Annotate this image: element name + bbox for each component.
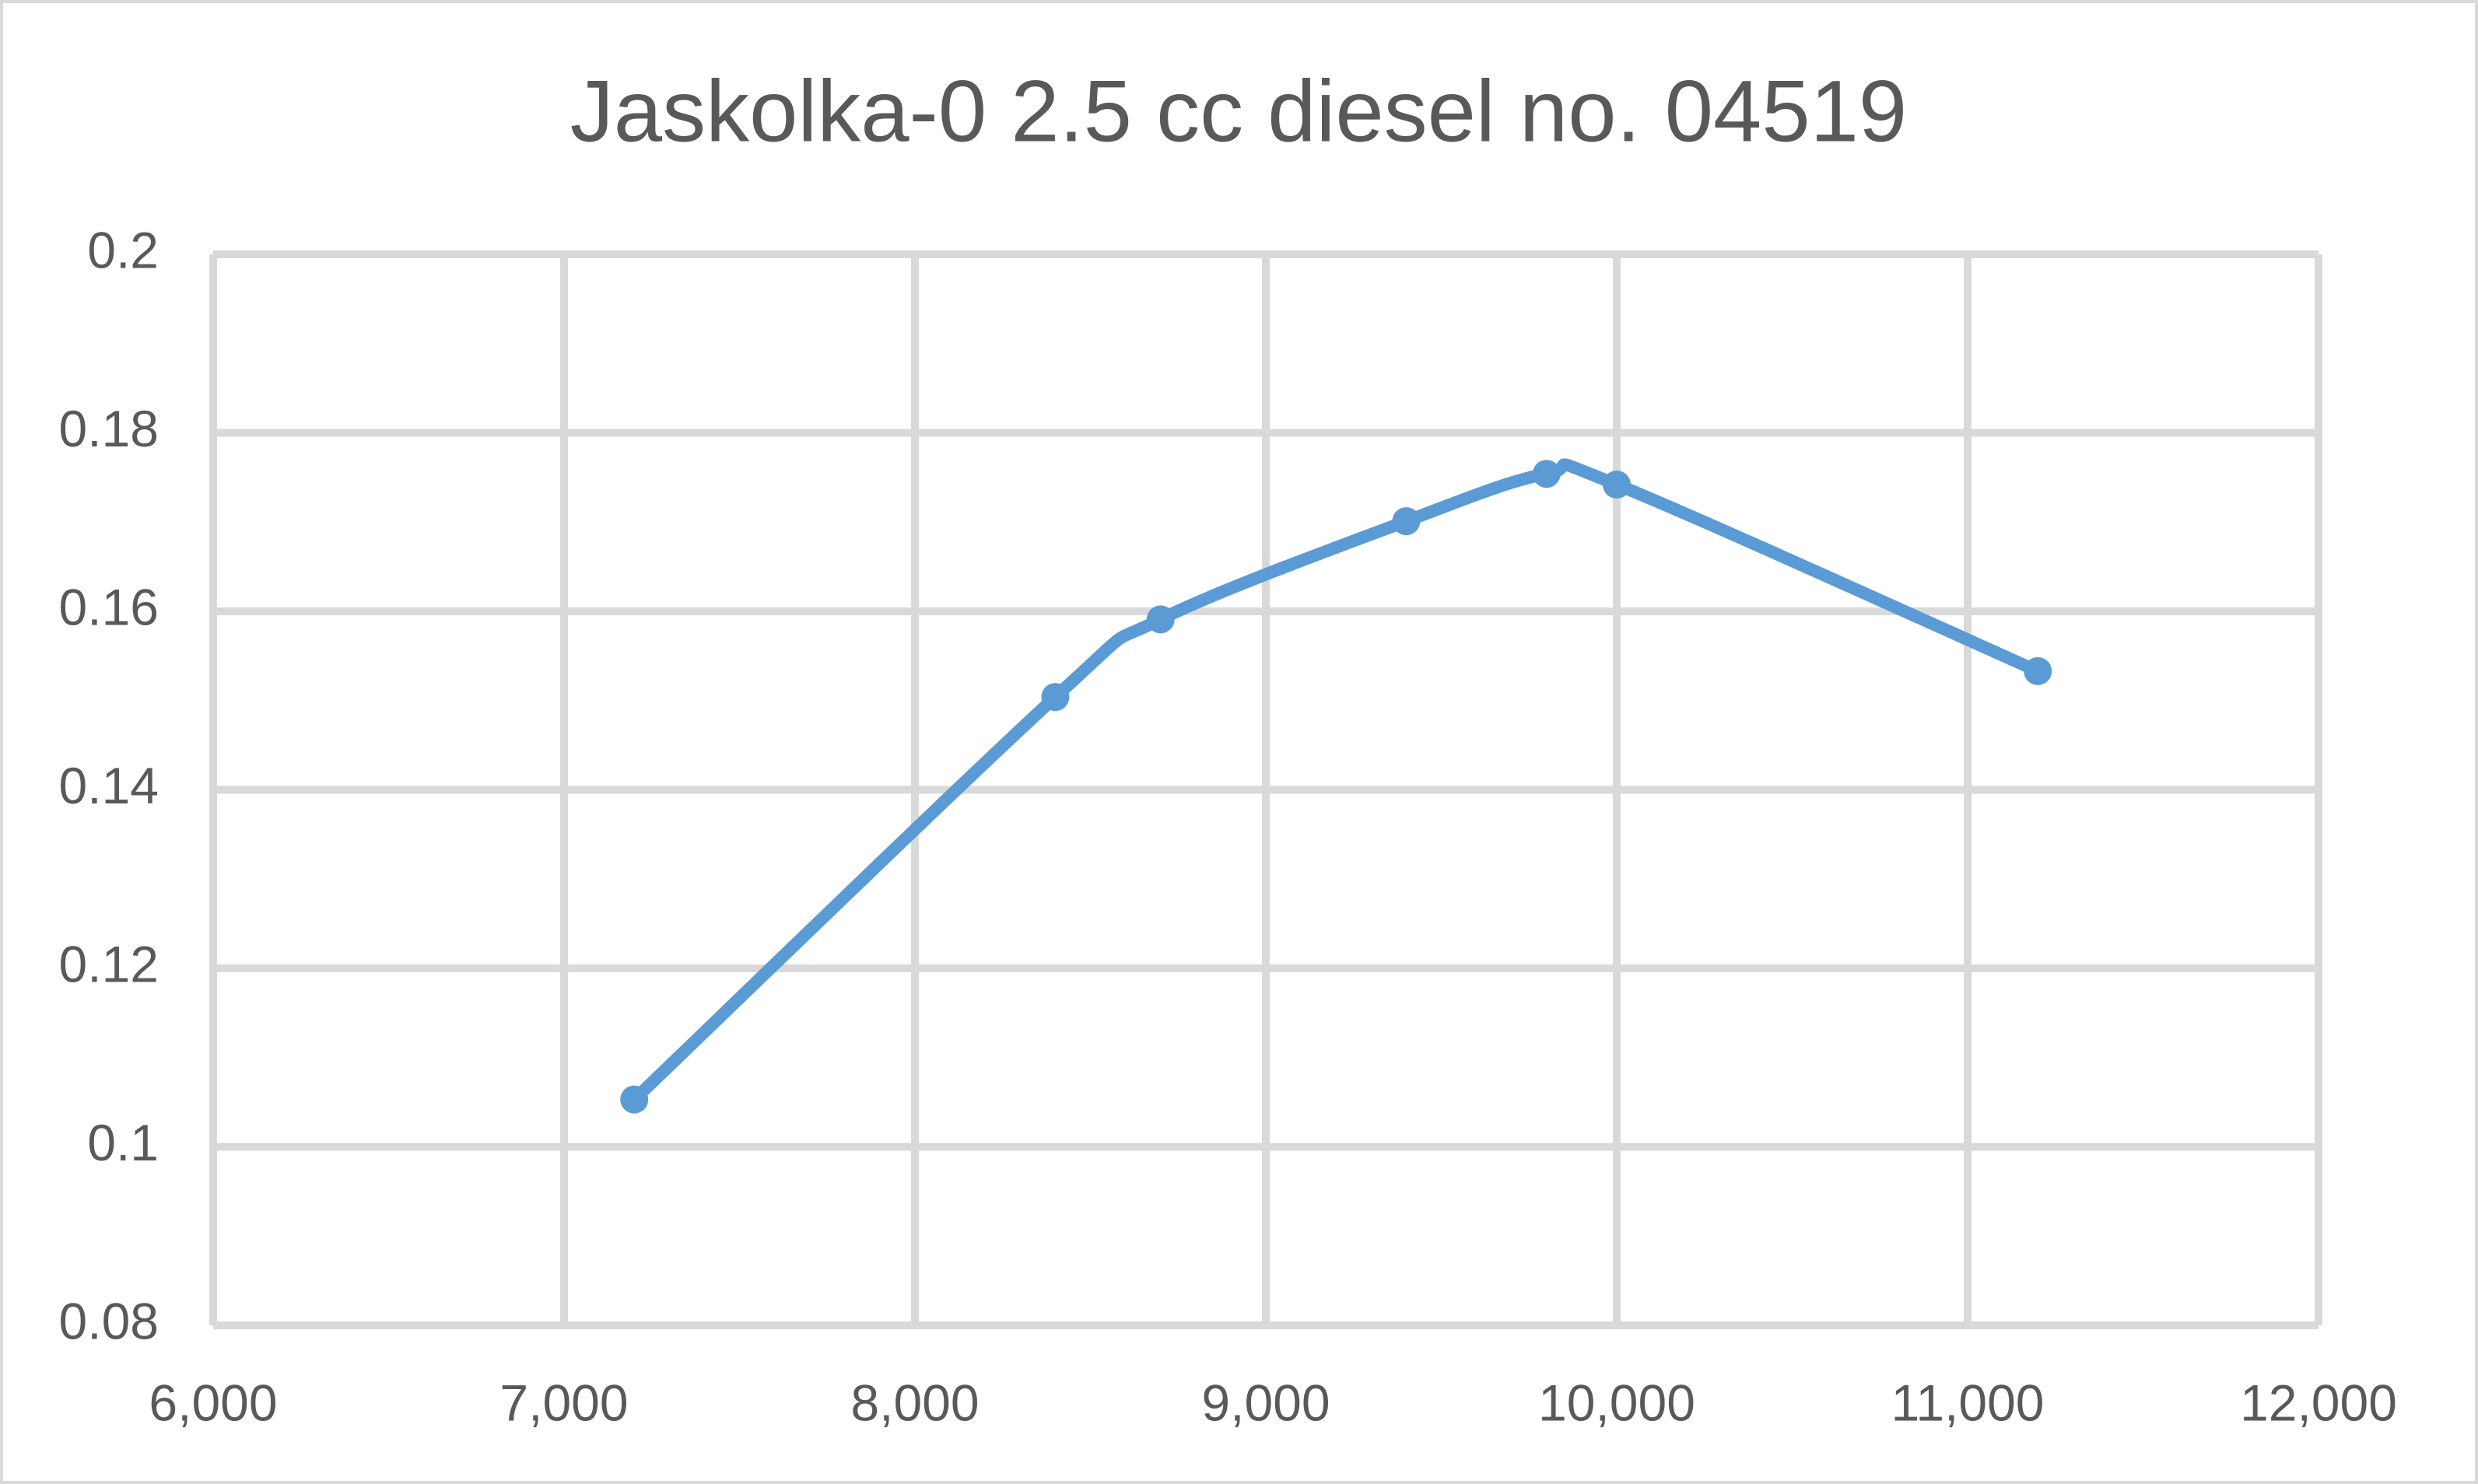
x-tick-label: 12,000 bbox=[2240, 1374, 2397, 1431]
x-tick-label: 8,000 bbox=[850, 1374, 979, 1431]
x-tick-label: 9,000 bbox=[1201, 1374, 1330, 1431]
y-tick-label: 0.12 bbox=[59, 935, 159, 992]
y-tick-label: 0.18 bbox=[59, 400, 159, 457]
data-point bbox=[1392, 507, 1421, 536]
x-tick-label: 6,000 bbox=[149, 1374, 277, 1431]
data-point bbox=[1041, 683, 1070, 712]
x-tick-label: 10,000 bbox=[1538, 1374, 1695, 1431]
y-tick-label: 0.14 bbox=[59, 757, 159, 814]
y-tick-label: 0.1 bbox=[87, 1114, 159, 1171]
y-tick-label: 0.08 bbox=[59, 1292, 159, 1349]
x-tick-label: 7,000 bbox=[499, 1374, 628, 1431]
chart-title: Jaskolka-0 2.5 cc diesel no. 04519 bbox=[570, 63, 1907, 160]
data-point bbox=[1532, 460, 1561, 488]
data-point bbox=[2024, 656, 2052, 685]
y-tick-label: 0.2 bbox=[87, 221, 159, 278]
x-tick-label: 11,000 bbox=[1891, 1374, 2045, 1431]
data-point bbox=[1146, 605, 1175, 634]
data-point bbox=[620, 1085, 649, 1114]
y-tick-label: 0.16 bbox=[59, 578, 159, 635]
data-line bbox=[629, 458, 2041, 1104]
data-point bbox=[1603, 471, 1631, 499]
